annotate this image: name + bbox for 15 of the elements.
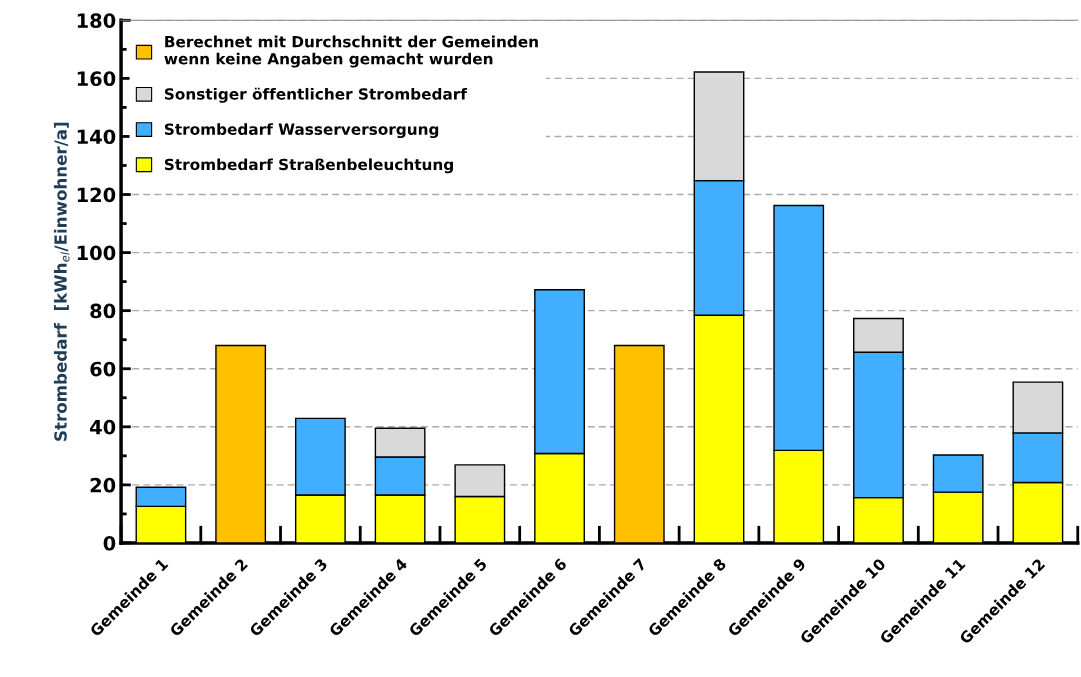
y-axis-title: Strombedarf [kWh$_{el}$/Einwohner/a] bbox=[53, 122, 70, 441]
y-tick-label: 60 bbox=[90, 361, 116, 377]
y-tick-label: 40 bbox=[90, 419, 116, 435]
y-tick-label: 80 bbox=[90, 303, 116, 319]
legend-label: Strombedarf Straßenbeleuchtung bbox=[164, 158, 453, 174]
legend-label: Strombedarf Wasserversorgung bbox=[164, 123, 439, 139]
y-tick-label: 20 bbox=[90, 477, 116, 493]
legend-label: Berechnet mit Durchschnitt der Gemeinden wenn keine Angaben gemacht wurden bbox=[164, 35, 538, 68]
y-tick-label: 160 bbox=[77, 71, 116, 87]
y-tick-label: 120 bbox=[77, 187, 116, 203]
y-tick-label: 180 bbox=[77, 13, 116, 28]
legend-label: Sonstiger öffentlicher Strombedarf bbox=[164, 87, 468, 103]
y-tick-label: 0 bbox=[103, 535, 116, 551]
y-tick-label: 100 bbox=[77, 245, 116, 261]
y-tick-label: 140 bbox=[77, 129, 116, 145]
